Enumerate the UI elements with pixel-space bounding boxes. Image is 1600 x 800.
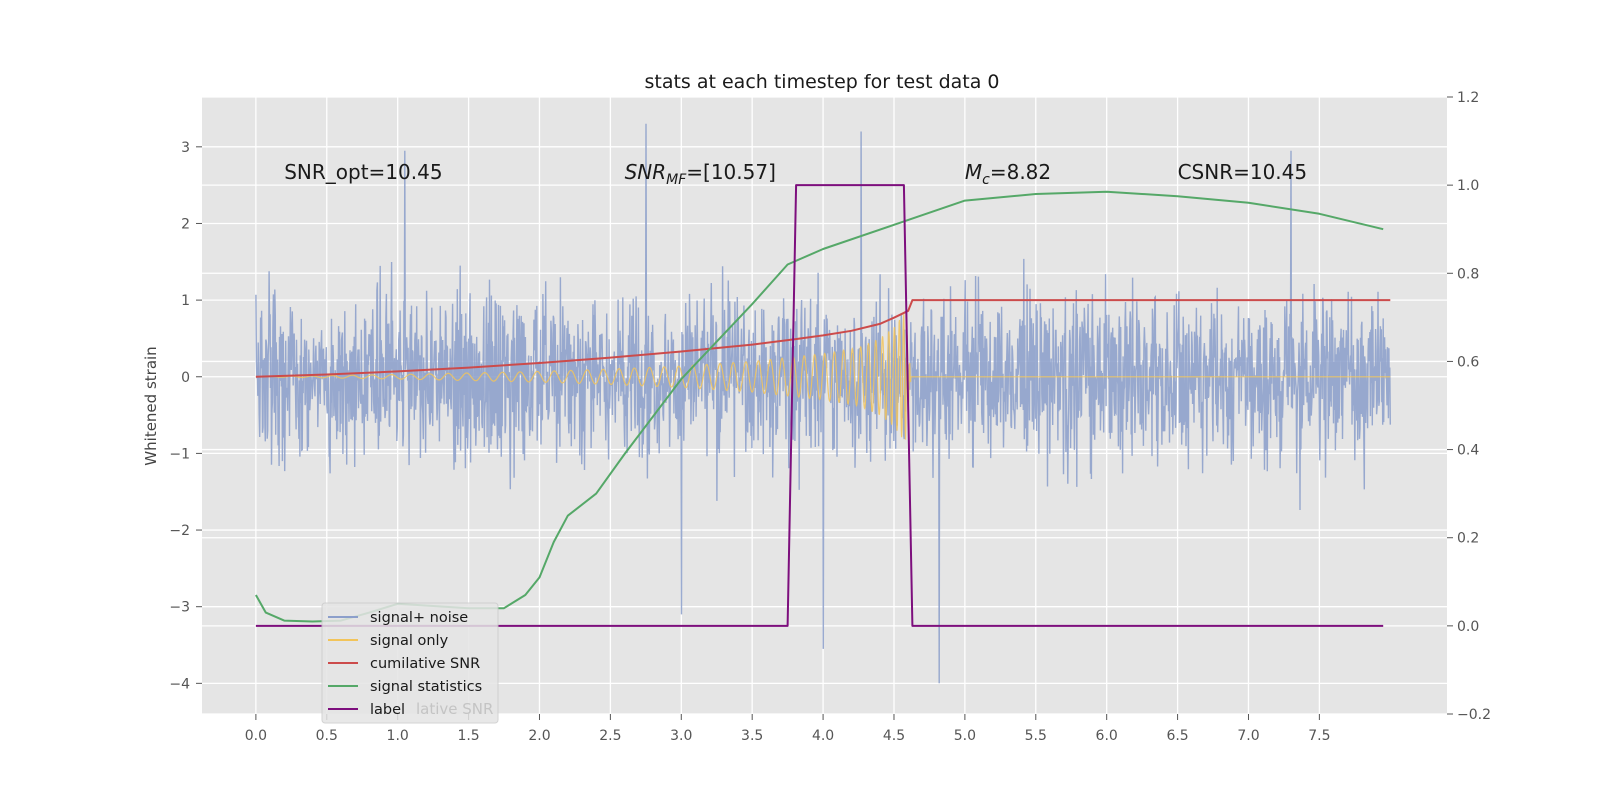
signal-noise-line: [255, 123, 1391, 684]
legend-label: signal only: [370, 633, 449, 649]
y-tick-label: 0: [181, 370, 190, 386]
legend: lative SNR signal+ noise signal only cumila…: [321, 602, 499, 724]
y-tick-label: 2: [181, 216, 190, 232]
x-tick-label: 3.0: [670, 728, 692, 744]
y2-tick-label: 0.6: [1457, 354, 1479, 370]
legend-label: cumilative SNR: [370, 656, 480, 672]
x-tick-label: 3.5: [741, 728, 763, 744]
x-tick-label: 7.0: [1237, 728, 1259, 744]
y-tick-label: 1: [181, 293, 190, 309]
y2-tick-label: 1.2: [1457, 90, 1479, 106]
y2-tick-label: 1.0: [1457, 178, 1479, 194]
x-tick-label: 4.5: [883, 728, 905, 744]
annotation-chirp-mass-base: M: [965, 160, 982, 184]
x-tick-label: 7.5: [1308, 728, 1330, 744]
legend-label: signal statistics: [370, 679, 482, 695]
annotation-snr-mf-value: =[10.57]: [686, 160, 776, 184]
x-tick-label: 5.5: [1025, 728, 1047, 744]
x-tick-label: 1.5: [457, 728, 479, 744]
y2-tick-label: 0.2: [1457, 531, 1479, 547]
x-tick-label: 6.5: [1166, 728, 1188, 744]
x-tick-label: 0.0: [245, 728, 267, 744]
x-tick-label: 6.0: [1096, 728, 1118, 744]
legend-box: [321, 602, 499, 724]
y-tick-label: −1: [169, 446, 190, 462]
chart-title: stats at each timestep for test data 0: [644, 71, 999, 93]
y-axis-label: Whitened strain: [142, 346, 160, 465]
cumulative-snr-line: [255, 299, 1391, 378]
y-tick-label: −4: [169, 676, 190, 692]
x-tick-label: 2.5: [599, 728, 621, 744]
y-tick-label: −2: [169, 523, 190, 539]
annotation-snr-opt: SNR_opt=10.45: [284, 160, 442, 184]
y2-tick-label: −0.2: [1457, 707, 1491, 723]
legend-label: label: [370, 702, 405, 718]
legend-label: signal+ noise: [370, 610, 468, 626]
y2-tick-label: 0.8: [1457, 266, 1479, 282]
x-tick-label: 2.0: [528, 728, 550, 744]
axes-layer: Whitened strain 0.0 0.5 1.0 1.5 2.0 2.5 3.0 3.5…: [142, 90, 1491, 744]
annotation-snr-mf: SNRMF=[10.57]: [625, 160, 776, 188]
annotation-chirp-mass-subscript: c: [982, 172, 990, 188]
y-tick-label: 3: [181, 140, 190, 156]
annotation-chirp-mass-value: =8.82: [990, 160, 1051, 184]
y2-tick-label: 0.0: [1457, 619, 1479, 635]
legend-ghost-text: lative SNR: [416, 700, 493, 718]
annotation-chirp-mass: Mc=8.82: [965, 160, 1051, 188]
x-tick-label: 5.0: [954, 728, 976, 744]
label-line: [255, 184, 1384, 627]
signal-only-line: [255, 314, 1391, 440]
x-tick-label: 0.5: [316, 728, 338, 744]
annotation-snr-mf-subscript: MF: [666, 172, 687, 188]
annotation-layer: SNR_opt=10.45 SNRMF=[10.57] Mc=8.82 CSNR=10…: [284, 160, 1307, 188]
y2-tick-label: 0.4: [1457, 443, 1479, 459]
annotation-snr-mf-base: SNR: [625, 160, 667, 184]
x-tick-label: 1.0: [387, 728, 409, 744]
annotation-csnr: CSNR=10.45: [1178, 160, 1308, 184]
x-tick-label: 4.0: [812, 728, 834, 744]
y-tick-label: −3: [169, 600, 190, 616]
